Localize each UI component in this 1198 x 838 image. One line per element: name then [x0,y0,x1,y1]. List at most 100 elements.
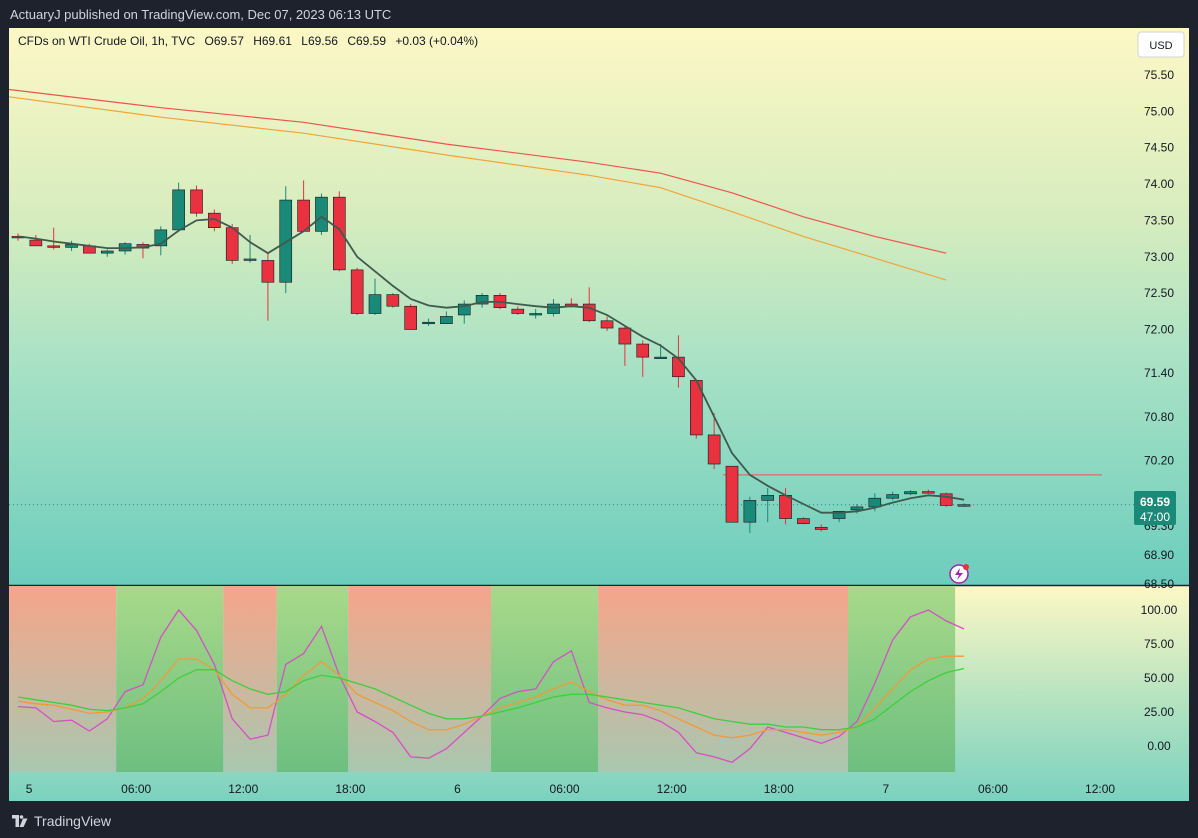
candle-body [600,320,614,329]
candle-body [279,199,293,283]
tradingview-logo-icon[interactable] [12,814,28,828]
candle [332,191,346,272]
currency-label[interactable]: USD [1149,40,1172,52]
publish-info: ActuaryJ published on TradingView.com, D… [10,7,392,22]
candle [457,300,471,324]
time-tick-label[interactable]: 12:00 [228,782,258,796]
candle-body [939,493,953,506]
time-tick-label[interactable]: 6 [454,782,461,796]
candle-body [922,491,935,494]
candle-body [457,303,471,316]
trend-zone-bull [116,586,224,772]
candle [297,180,310,232]
candle [100,249,114,257]
time-tick-label[interactable]: 06:00 [550,782,580,796]
price-tick-label[interactable]: 71.40 [1144,366,1174,380]
oscillator-signal-line [17,655,965,739]
candle-body [761,494,775,501]
oscillator-tick-label[interactable]: 0.00 [1147,739,1171,753]
candle-body [529,313,542,316]
candle-body [707,434,721,465]
price-tick-label[interactable]: 75.50 [1144,68,1174,82]
oscillator-tick-label[interactable]: 25.00 [1144,705,1174,719]
price-tick-label[interactable]: 70.80 [1144,410,1174,424]
time-tick-label[interactable]: 5 [26,782,33,796]
candle-body [368,294,382,314]
alert-icon[interactable] [949,564,969,584]
price-tick-label[interactable]: 75.00 [1144,104,1174,118]
candle-body [547,303,560,314]
candle [922,489,935,494]
candle [350,267,364,315]
candle-body [850,506,864,511]
candle-body [350,269,364,314]
chart-svg[interactable]: 75.50 75.00 74.50 74.00 73.50 73.00 72.50 72.00… [9,28,1189,801]
candle-body [100,250,114,254]
legend-open: O69.57 [205,34,245,48]
oscillator-tick-label[interactable]: 50.00 [1144,671,1174,685]
time-tick-label[interactable]: 12:00 [1085,782,1115,796]
candle [707,413,721,470]
candle-body [904,491,917,495]
candlestick-series [11,180,971,534]
footer-bar: TradingView [0,806,1198,838]
long-ma-orange-line [9,96,947,281]
candle-body [297,199,310,232]
time-tick-label[interactable]: 7 [883,782,890,796]
candle [743,496,757,534]
candle [725,465,739,523]
last-price-badge: 69.59 47:00 [1134,491,1176,525]
candle-body [47,245,61,248]
price-tick-label[interactable]: 70.20 [1144,453,1174,467]
candle [422,318,435,326]
time-tick-label[interactable]: 18:00 [335,782,365,796]
oscillator-axis[interactable]: 100.00 75.00 50.00 25.00 0.00 [1141,603,1178,753]
candle [475,293,489,308]
oscillator-tick-label[interactable]: 100.00 [1141,603,1178,617]
legend-symbol: CFDs on WTI Crude Oil, 1h, TVC [18,34,195,48]
time-tick-label[interactable]: 06:00 [121,782,151,796]
price-tick-label[interactable]: 72.00 [1144,323,1174,337]
trend-zones [9,586,956,772]
time-tick-label[interactable]: 06:00 [978,782,1008,796]
legend-high: H69.61 [253,34,292,48]
candle-body [814,526,828,530]
candle [368,278,382,315]
price-tick-label[interactable]: 68.50 [1144,577,1174,591]
price-tick-label[interactable]: 73.00 [1144,250,1174,264]
candle-body [886,494,899,499]
candle-body [172,189,185,231]
candle-body [208,212,221,229]
candle [47,227,61,250]
candle-body [440,316,453,324]
candle-body [672,356,685,378]
oscillator-tick-label[interactable]: 75.00 [1144,637,1174,651]
trend-zone-bear [223,586,277,772]
candle-body [261,260,275,283]
price-tick-label[interactable]: 72.50 [1144,286,1174,300]
price-tick-label[interactable]: 74.50 [1144,141,1174,155]
trend-zone-bear [9,586,117,772]
price-axis[interactable]: 75.50 75.00 74.50 74.00 73.50 73.00 72.50 72.00… [1144,68,1174,591]
candle [761,488,775,523]
price-tick-label[interactable]: 68.90 [1144,548,1174,562]
candle [404,304,418,330]
time-tick-label[interactable]: 18:00 [764,782,794,796]
candle [386,293,400,308]
oscillator-lines [17,608,965,764]
candle-body [725,465,739,523]
oscillator-fast-line [17,608,965,764]
price-tick-label[interactable]: 73.50 [1144,213,1174,227]
candle [208,209,221,232]
candle-body [475,295,489,305]
currency-button[interactable]: USD [1137,31,1185,58]
symbol-legend[interactable]: CFDs on WTI Crude Oil, 1h, TVC O69.57 H6… [18,34,478,48]
candle [279,186,293,294]
candle-body [315,196,328,232]
candle-body [654,356,667,359]
time-axis[interactable]: 5 06:00 12:00 18:00 6 06:00 12:00 18:00 7 06:00 12… [26,782,1116,796]
price-tick-label[interactable]: 74.00 [1144,177,1174,191]
main-pane-background [9,28,1189,585]
time-tick-label[interactable]: 12:00 [657,782,687,796]
candle-body [243,258,257,261]
